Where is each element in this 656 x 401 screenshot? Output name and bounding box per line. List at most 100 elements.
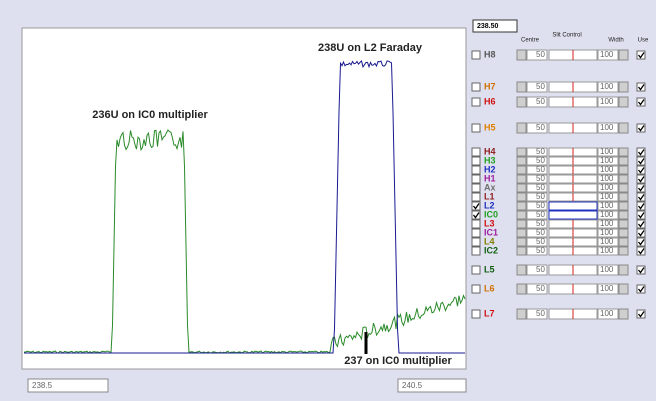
centre-value[interactable]: 50 [536, 183, 545, 192]
spin[interactable] [618, 156, 629, 166]
spin[interactable] [516, 192, 527, 202]
width-box[interactable] [597, 264, 619, 276]
slider[interactable] [548, 210, 598, 220]
use-checkbox[interactable] [636, 97, 646, 107]
width-box[interactable] [597, 246, 619, 256]
centre-box[interactable] [526, 174, 548, 184]
width-box[interactable] [597, 192, 619, 202]
spin[interactable] [618, 183, 629, 193]
centre-value[interactable]: 50 [536, 201, 545, 210]
centre-value[interactable]: 50 [536, 219, 545, 228]
centre-box[interactable] [526, 201, 548, 211]
width-box[interactable] [597, 147, 619, 157]
width-value[interactable]: 100 [600, 165, 614, 174]
width-value[interactable]: 100 [600, 265, 614, 274]
axis-end[interactable]: 240.5 [402, 381, 423, 390]
spin[interactable] [618, 192, 629, 202]
use-checkbox[interactable] [636, 237, 646, 247]
centre-value[interactable]: 50 [536, 237, 545, 246]
mass[interactable]: 238.50 [477, 23, 499, 30]
spin[interactable] [516, 228, 527, 238]
use-checkbox[interactable] [636, 210, 646, 220]
width-value[interactable]: 100 [600, 192, 614, 201]
spin[interactable] [618, 210, 629, 220]
use-checkbox[interactable] [636, 219, 646, 229]
centre-value[interactable]: 50 [536, 210, 545, 219]
width-value[interactable]: 100 [600, 156, 614, 165]
width-value[interactable]: 100 [600, 183, 614, 192]
spin[interactable] [516, 122, 527, 134]
centre-box[interactable] [526, 283, 548, 295]
select-checkbox[interactable] [471, 147, 481, 157]
centre-box[interactable] [526, 210, 548, 220]
spin[interactable] [516, 147, 527, 157]
select-checkbox[interactable] [471, 284, 481, 294]
mass-box[interactable] [472, 19, 518, 33]
width-value[interactable]: 100 [600, 97, 614, 106]
select-checkbox[interactable] [471, 82, 481, 92]
centre-value[interactable]: 50 [536, 156, 545, 165]
width-value[interactable]: 100 [600, 82, 614, 91]
width-value[interactable]: 100 [600, 228, 614, 237]
centre-box[interactable] [526, 308, 548, 320]
use-checkbox[interactable] [636, 165, 646, 175]
select-checkbox[interactable] [471, 246, 481, 256]
centre-value[interactable]: 50 [536, 228, 545, 237]
centre-value[interactable]: 50 [536, 147, 545, 156]
select-checkbox[interactable] [471, 165, 481, 175]
use-checkbox[interactable] [636, 174, 646, 184]
axis-end-box[interactable] [397, 378, 467, 393]
spin[interactable] [618, 308, 629, 320]
slider[interactable] [548, 201, 598, 211]
width-value[interactable]: 100 [600, 123, 614, 132]
centre-box[interactable] [526, 237, 548, 247]
select-checkbox[interactable] [471, 174, 481, 184]
centre-value[interactable]: 50 [536, 82, 545, 91]
select-checkbox[interactable] [471, 228, 481, 238]
use-checkbox[interactable] [636, 123, 646, 133]
centre-box[interactable] [526, 81, 548, 93]
centre-value[interactable]: 50 [536, 192, 545, 201]
spin[interactable] [516, 96, 527, 108]
use-checkbox[interactable] [636, 156, 646, 166]
centre-value[interactable]: 50 [536, 284, 545, 293]
centre-value[interactable]: 50 [536, 246, 545, 255]
use-checkbox[interactable] [636, 192, 646, 202]
centre-box[interactable] [526, 96, 548, 108]
spin[interactable] [516, 49, 527, 61]
use-checkbox[interactable] [636, 50, 646, 60]
spin[interactable] [516, 156, 527, 166]
spin[interactable] [516, 183, 527, 193]
spin[interactable] [516, 174, 527, 184]
width-value[interactable]: 100 [600, 50, 614, 59]
spin[interactable] [516, 81, 527, 93]
spin[interactable] [516, 283, 527, 295]
width-value[interactable]: 100 [600, 237, 614, 246]
spin[interactable] [618, 219, 629, 229]
select-checkbox[interactable] [471, 237, 481, 247]
centre-box[interactable] [526, 122, 548, 134]
width-value[interactable]: 100 [600, 210, 614, 219]
spin[interactable] [618, 201, 629, 211]
select-checkbox[interactable] [471, 265, 481, 275]
select-checkbox[interactable] [471, 183, 481, 193]
spin[interactable] [516, 264, 527, 276]
spin[interactable] [516, 201, 527, 211]
spin[interactable] [618, 237, 629, 247]
width-box[interactable] [597, 183, 619, 193]
width-value[interactable]: 100 [600, 201, 614, 210]
width-value[interactable]: 100 [600, 147, 614, 156]
width-box[interactable] [597, 96, 619, 108]
spin[interactable] [618, 228, 629, 238]
width-box[interactable] [597, 122, 619, 134]
spin[interactable] [516, 237, 527, 247]
select-checkbox[interactable] [471, 156, 481, 166]
centre-box[interactable] [526, 49, 548, 61]
spin[interactable] [618, 165, 629, 175]
use-checkbox[interactable] [636, 82, 646, 92]
centre-box[interactable] [526, 165, 548, 175]
width-box[interactable] [597, 228, 619, 238]
centre-box[interactable] [526, 228, 548, 238]
width-value[interactable]: 100 [600, 284, 614, 293]
use-checkbox[interactable] [636, 228, 646, 238]
